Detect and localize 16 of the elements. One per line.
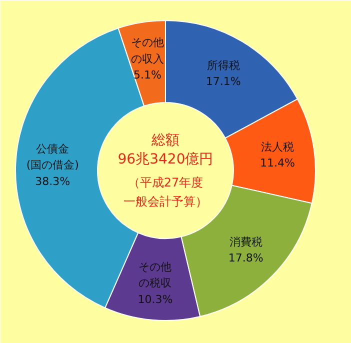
text: （平成27年度 xyxy=(128,176,204,190)
data-label: 17.1% xyxy=(206,75,241,88)
text: 総額 xyxy=(150,132,180,148)
text: 一般会計予算） xyxy=(124,194,208,208)
slice-label: 法人税 xyxy=(260,140,294,154)
data-label: 11.4% xyxy=(260,156,295,170)
slice-label: 公債金(国の借金) xyxy=(26,142,79,172)
text: 96兆3420億円 xyxy=(118,152,214,168)
data-label: 10.3% xyxy=(138,292,173,306)
data-label: 5.1% xyxy=(134,68,162,82)
slice-label: その他の税収 xyxy=(138,260,172,290)
slice-label: その他の収入 xyxy=(130,36,164,66)
data-label: 17.8% xyxy=(228,252,264,265)
slice-label: 所得税 xyxy=(206,58,240,72)
slice-label: 消費税 xyxy=(229,235,262,248)
data-label: 38.3% xyxy=(35,174,70,188)
